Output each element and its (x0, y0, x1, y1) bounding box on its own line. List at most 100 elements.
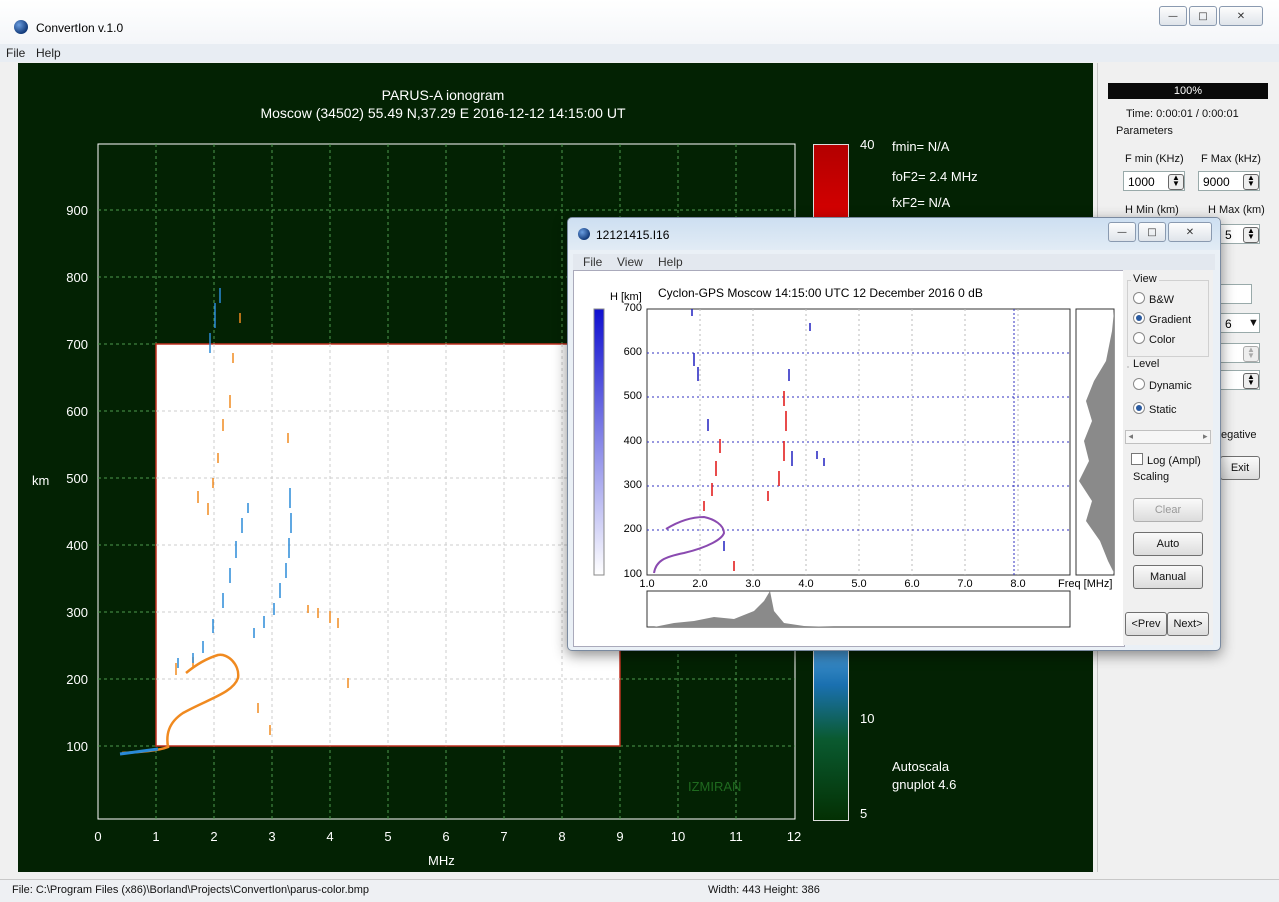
footer-gnuplot: gnuplot 4.6 (892, 777, 957, 792)
view-group-label: View (1131, 273, 1159, 285)
child-echo-red (703, 391, 787, 571)
hmax-label: H Max (km) (1208, 204, 1265, 216)
child-menu-bar: File View Help (573, 254, 1215, 270)
o-trace-lower (121, 653, 240, 755)
view-radio-color[interactable]: Color (1133, 332, 1175, 346)
child-y-axis-label: H [km] (610, 291, 642, 303)
manual-button[interactable]: Manual (1133, 565, 1203, 589)
y-tick-100: 100 (66, 739, 88, 754)
y-tick-700: 700 (66, 337, 88, 352)
y-tick-400: 400 (66, 538, 88, 553)
child-minimize-button[interactable]: — (1108, 222, 1136, 242)
child-y-tick-500: 500 (623, 390, 642, 402)
status-file-path: File: C:\Program Files (x86)\Borland\Pro… (12, 884, 370, 896)
child-y-tick-100: 100 (623, 568, 642, 580)
child-title-bar[interactable]: 12121415.I16 — □ ✕ (568, 218, 1220, 250)
footer-autoscala: Autoscala (892, 759, 950, 774)
colorbar-tick-5: 5 (860, 806, 868, 821)
child-close-button[interactable]: ✕ (1168, 222, 1212, 242)
child-maximize-button[interactable]: □ (1138, 222, 1166, 242)
radio-selected-icon (1133, 312, 1145, 324)
level-radio-dynamic-label: Dynamic (1149, 380, 1192, 392)
title-bar[interactable]: ConvertIon v.1.0 — □ ✕ (0, 0, 1279, 44)
hmin-label: H Min (km) (1125, 204, 1179, 216)
y-tick-900: 900 (66, 203, 88, 218)
panel-spin-disabled-icon: ▲ ▼ (1243, 346, 1259, 362)
child-app-icon (578, 228, 590, 240)
y-tick-500: 500 (66, 471, 88, 486)
ionogram-viewer-window: 12121415.I16 — □ ✕ File View Help Cyclon… (567, 217, 1221, 651)
panel-spin-icon[interactable]: ▲ ▼ (1243, 373, 1259, 389)
param-fxf2: fxF2= N/A (892, 195, 951, 210)
izmiran-watermark: IZMIRAN (688, 779, 742, 794)
next-button[interactable]: Next> (1167, 612, 1209, 636)
x-tick-6: 6 (442, 829, 450, 844)
fmin-spin-icon[interactable]: ▲ ▼ (1168, 174, 1184, 190)
child-x-tick-7: 7.0 (957, 578, 973, 590)
status-image-size: Width: 443 Height: 386 (708, 884, 820, 896)
child-x-tick-8: 8.0 (1010, 578, 1026, 590)
child-x-tick-1: 1.0 (639, 578, 655, 590)
clear-button[interactable]: Clear (1133, 498, 1203, 522)
scaling-group-label: Scaling (1131, 471, 1172, 483)
view-radio-gradient[interactable]: Gradient (1133, 312, 1191, 326)
child-menu-view[interactable]: View (617, 255, 643, 269)
level-radio-dynamic[interactable]: Dynamic (1133, 378, 1192, 392)
child-x-tick-6: 6.0 (904, 578, 920, 590)
child-plot-svg (593, 308, 1115, 628)
x-tick-11: 11 (729, 829, 743, 844)
exit-button[interactable]: Exit (1220, 456, 1260, 480)
combo-chevron-down-icon[interactable]: ▼ (1248, 317, 1259, 329)
menu-file[interactable]: File (6, 46, 26, 60)
x-axis-label: MHz (428, 853, 455, 868)
y-tick-600: 600 (66, 404, 88, 419)
child-grid-v (699, 309, 1019, 575)
auto-button[interactable]: Auto (1133, 532, 1203, 556)
child-grid-h (647, 352, 1070, 531)
x-tick-0: 0 (94, 829, 102, 844)
radio-icon (1133, 332, 1145, 344)
app-globe-icon (14, 20, 28, 34)
x-tick-12: 12 (786, 829, 802, 844)
close-button[interactable]: ✕ (1219, 6, 1263, 26)
prev-button[interactable]: <Prev (1125, 612, 1167, 636)
child-x-tick-5: 5.0 (851, 578, 867, 590)
time-readout: Time: 0:00:01 / 0:00:01 (1126, 108, 1239, 120)
child-colorbar (593, 308, 605, 576)
view-radio-color-label: Color (1149, 334, 1176, 346)
maximize-button[interactable]: □ (1189, 6, 1217, 26)
log-ampl-checkbox[interactable]: Log (Ampl) (1131, 453, 1201, 467)
x-tick-5: 5 (384, 829, 392, 844)
fmin-label: F min (KHz) (1125, 153, 1184, 165)
fmax-spin-icon[interactable]: ▲ ▼ (1243, 174, 1259, 190)
y-tick-800: 800 (66, 270, 88, 285)
x-tick-9: 9 (616, 829, 624, 844)
horizontal-scrollbar[interactable]: ◂ ▸ (1125, 430, 1211, 444)
radio-selected-icon (1133, 402, 1145, 414)
child-menu-file[interactable]: File (583, 255, 603, 269)
y-tick-200: 200 (66, 672, 88, 687)
plot-title: PARUS-A ionogram (381, 87, 505, 103)
progress-bar: 100% (1108, 83, 1268, 99)
view-radio-bw[interactable]: B&W (1133, 292, 1174, 306)
negative-checkbox-label[interactable]: egative (1221, 429, 1257, 441)
parameters-label: Parameters (1116, 125, 1173, 137)
panel-text-field[interactable] (1220, 284, 1252, 304)
log-ampl-label: Log (Ampl) (1147, 455, 1201, 467)
hmax-spin-icon[interactable]: ▲ ▼ (1243, 227, 1259, 243)
param-fmin: fmin= N/A (892, 139, 950, 154)
radio-icon (1133, 292, 1145, 304)
colorbar-tick-40: 40 (860, 137, 875, 152)
x-echo-dashes (177, 288, 292, 668)
menu-help[interactable]: Help (36, 46, 61, 60)
child-y-tick-600: 600 (623, 346, 642, 358)
minimize-button[interactable]: — (1159, 6, 1187, 26)
level-radio-static[interactable]: Static (1133, 402, 1177, 416)
view-radio-gradient-label: Gradient (1149, 314, 1192, 326)
o-echo-dashes (175, 313, 349, 735)
child-y-tick-400: 400 (623, 435, 642, 447)
child-x-tick-3: 3.0 (745, 578, 761, 590)
child-window-title: 12121415.I16 (596, 228, 670, 242)
child-menu-help[interactable]: Help (658, 255, 683, 269)
